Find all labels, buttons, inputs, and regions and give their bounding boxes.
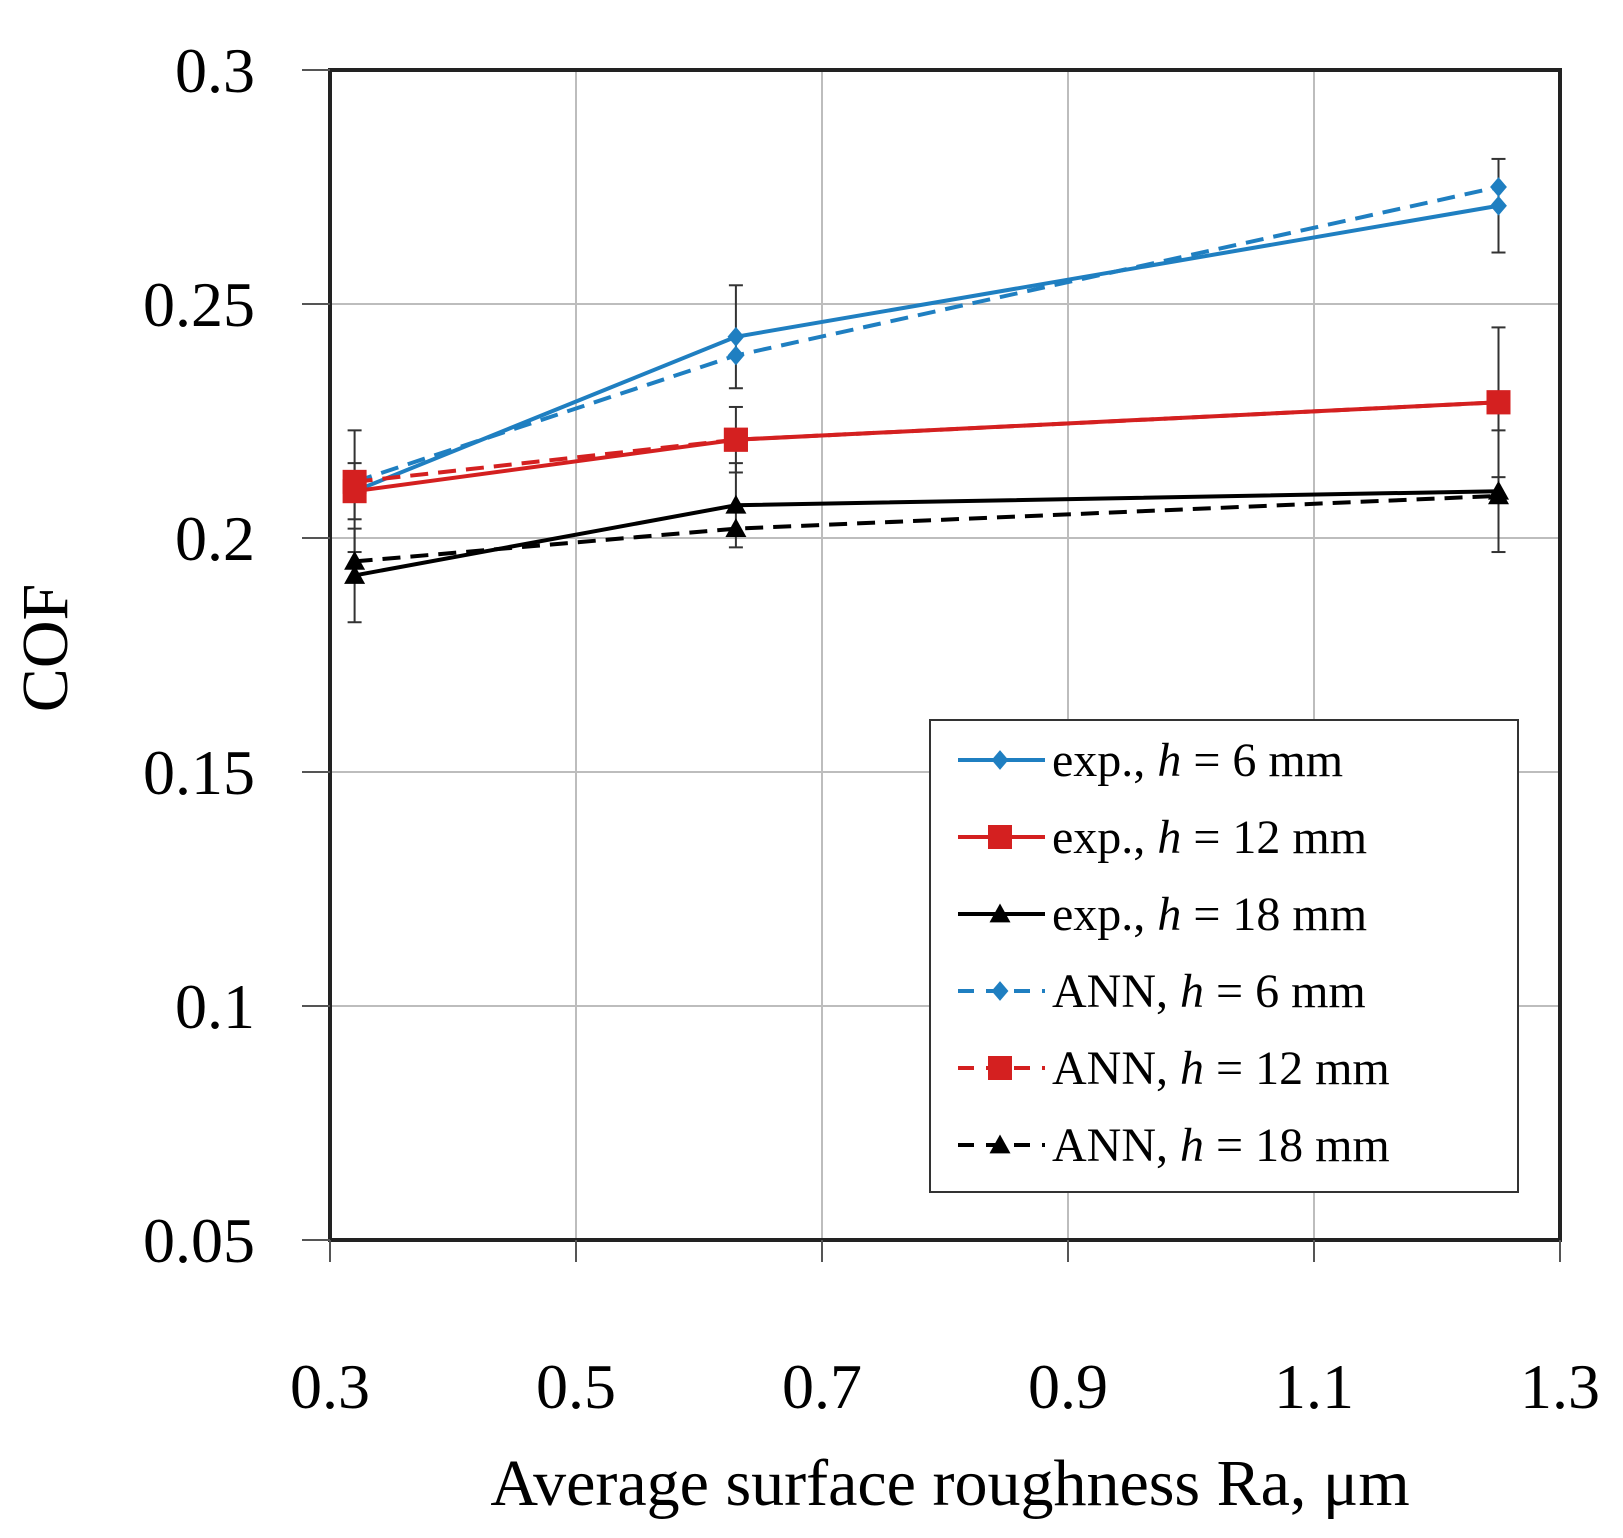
x-tick-label: 1.3 [1520,1351,1600,1422]
y-axis-title: COF [9,584,82,712]
series-line [354,493,1499,564]
legend-marker [989,1134,1011,1154]
legend-label: exp., h = 6 mm [1052,734,1343,787]
series-line [353,203,1499,494]
legend-marker [991,750,1009,770]
series-line [353,185,1499,484]
data-point [342,469,367,494]
data-point [344,564,366,584]
series-layer [342,157,1511,624]
series-line [354,489,1499,578]
data-point [725,494,747,514]
x-tick-label: 0.9 [1028,1351,1108,1422]
series-line [354,400,1499,484]
data-point [723,427,748,452]
y-tick-label: 0.1 [175,971,255,1042]
data-point [725,518,747,538]
legend-entry: exp., h = 18 mm [958,888,1367,941]
y-tick-label: 0.3 [175,35,255,106]
data-point [1486,390,1511,415]
legend-entry: ANN, h = 6 mm [958,965,1366,1018]
y-tick-label: 0.2 [175,503,255,574]
x-tick-label: 0.5 [536,1351,616,1422]
x-tick-label: 0.7 [782,1351,862,1422]
data-point [1490,195,1507,216]
series-line [354,400,1499,494]
plot-frame [328,68,1562,1242]
legend: exp., h = 6 mm exp., h = 12 mm exp., h = 1… [929,719,1519,1193]
legend-marker [988,1056,1012,1080]
data-point [1488,485,1509,505]
series-ann-h-12-mm [342,390,1511,494]
axes: 0.3 0.5 0.7 0.9 1.1 1.3 0.05 0.1 0.15 0.2 0.25 0.3 [143,35,1600,1422]
legend-box [929,719,1519,1193]
legend-marker [989,903,1011,923]
series-exp-h-18-mm [344,429,1509,624]
y-tick-label: 0.15 [143,737,255,808]
legend-label: ANN, h = 6 mm [1052,965,1366,1018]
x-axis-title: Average surface roughness Ra, μm [490,1447,1409,1520]
legend-entry: exp., h = 12 mm [958,811,1367,864]
data-point [1490,177,1507,197]
y-tick-label: 0.05 [143,1205,255,1276]
legend-label: exp., h = 18 mm [1052,888,1367,941]
x-tick-label: 0.3 [290,1351,370,1422]
legend-entry: ANN, h = 18 mm [958,1119,1390,1172]
legend-label: ANN, h = 12 mm [1052,1042,1390,1095]
x-tick-label: 1.1 [1274,1351,1354,1422]
legend-marker [991,981,1009,1001]
legend-entry: exp., h = 6 mm [958,734,1343,787]
data-point [344,550,366,570]
series-ann-h-18-mm [344,485,1509,570]
data-point [727,326,745,347]
series-ann-h-6-mm [346,177,1507,492]
legend-marker [988,825,1012,849]
legend-label: ANN, h = 18 mm [1052,1119,1390,1172]
legend-label: exp., h = 12 mm [1052,811,1367,864]
y-tick-label: 0.25 [143,269,255,340]
data-point [727,345,745,366]
legend-entry: ANN, h = 12 mm [958,1042,1390,1095]
